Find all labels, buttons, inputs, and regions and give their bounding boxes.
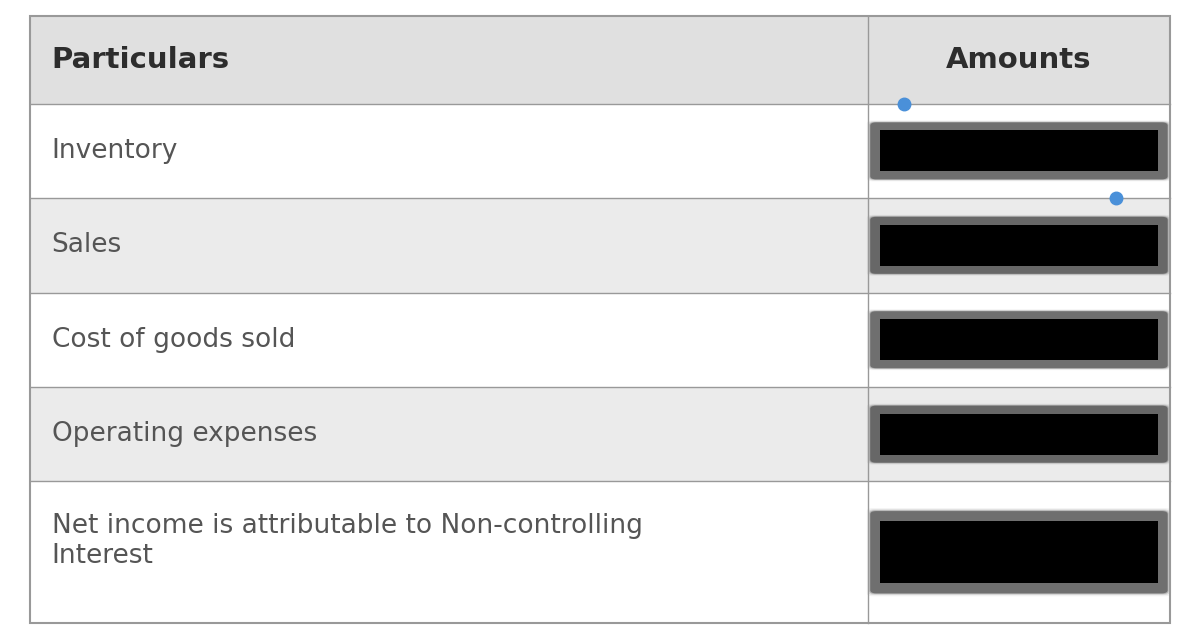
FancyBboxPatch shape bbox=[870, 406, 1168, 463]
Bar bbox=[30, 104, 868, 198]
Bar bbox=[881, 130, 1158, 171]
Text: Cost of goods sold: Cost of goods sold bbox=[52, 327, 295, 353]
Bar bbox=[30, 198, 868, 293]
Bar bbox=[868, 16, 1170, 104]
FancyBboxPatch shape bbox=[866, 215, 1171, 276]
Bar bbox=[868, 387, 1170, 481]
Bar bbox=[881, 521, 1158, 583]
FancyBboxPatch shape bbox=[870, 511, 1168, 594]
Text: Inventory: Inventory bbox=[52, 138, 178, 164]
Bar bbox=[868, 481, 1170, 623]
FancyBboxPatch shape bbox=[869, 405, 1169, 463]
Bar bbox=[30, 481, 868, 623]
Bar bbox=[868, 198, 1170, 293]
FancyBboxPatch shape bbox=[869, 310, 1170, 369]
FancyBboxPatch shape bbox=[869, 404, 1170, 464]
FancyBboxPatch shape bbox=[870, 123, 1168, 180]
FancyBboxPatch shape bbox=[870, 217, 1168, 273]
FancyBboxPatch shape bbox=[869, 217, 1169, 274]
Text: Particulars: Particulars bbox=[52, 46, 229, 74]
FancyBboxPatch shape bbox=[866, 508, 1171, 596]
Bar bbox=[868, 104, 1170, 198]
Bar bbox=[30, 387, 868, 481]
FancyBboxPatch shape bbox=[869, 509, 1170, 595]
Bar bbox=[30, 16, 868, 104]
Text: Sales: Sales bbox=[52, 233, 122, 258]
FancyBboxPatch shape bbox=[866, 404, 1171, 465]
Text: Operating expenses: Operating expenses bbox=[52, 421, 317, 447]
FancyBboxPatch shape bbox=[869, 216, 1170, 275]
FancyBboxPatch shape bbox=[869, 311, 1169, 369]
FancyBboxPatch shape bbox=[869, 511, 1169, 594]
Bar bbox=[881, 319, 1158, 360]
Text: Amounts: Amounts bbox=[946, 46, 1092, 74]
Bar bbox=[881, 225, 1158, 266]
Bar bbox=[881, 413, 1158, 455]
Text: Net income is attributable to Non-controlling
Interest: Net income is attributable to Non-contro… bbox=[52, 512, 642, 569]
FancyBboxPatch shape bbox=[869, 121, 1170, 180]
FancyBboxPatch shape bbox=[866, 309, 1171, 370]
FancyBboxPatch shape bbox=[866, 120, 1171, 181]
Bar bbox=[30, 293, 868, 387]
FancyBboxPatch shape bbox=[870, 311, 1168, 368]
FancyBboxPatch shape bbox=[869, 122, 1169, 180]
Bar bbox=[868, 293, 1170, 387]
